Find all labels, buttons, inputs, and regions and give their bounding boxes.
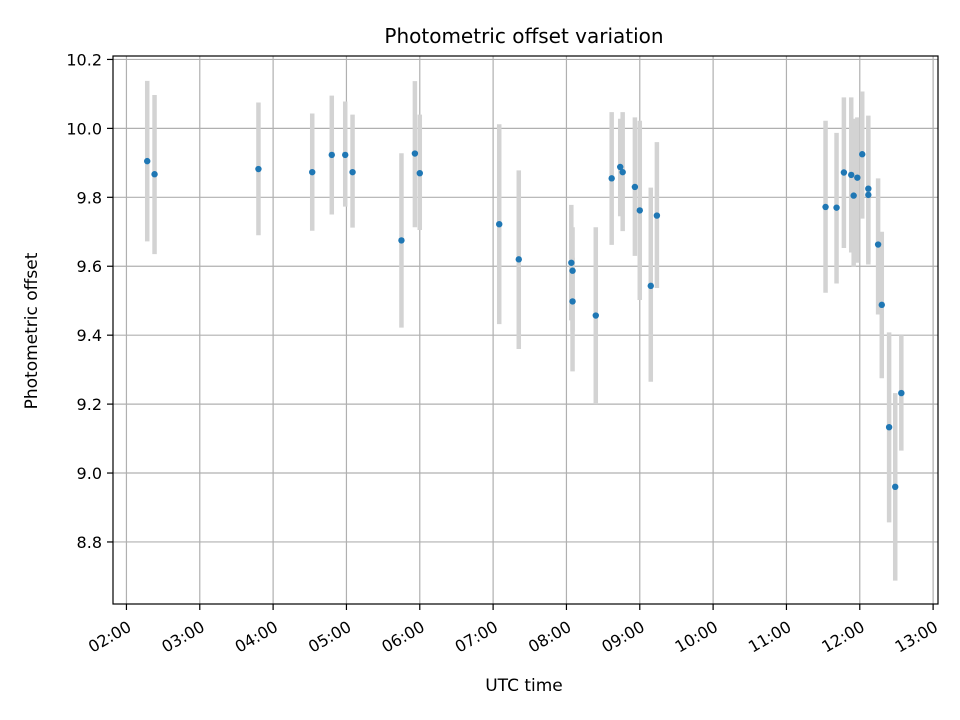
data-point (328, 151, 335, 159)
data-point (569, 267, 576, 274)
data-point (874, 241, 882, 248)
data-point (865, 191, 872, 199)
data-point (592, 312, 599, 319)
grid (113, 56, 938, 604)
data-point (617, 163, 624, 171)
data-point (840, 169, 848, 176)
data-point (898, 389, 905, 397)
data-point (411, 150, 419, 157)
data-point (151, 171, 158, 178)
data-point (833, 204, 840, 211)
data-points (144, 150, 905, 491)
data-point (144, 157, 151, 165)
data-point (416, 169, 423, 177)
y-tick-label: 10.0 (66, 119, 102, 138)
data-point (515, 256, 522, 263)
data-point (309, 168, 316, 176)
data-point (848, 171, 855, 179)
data-point (854, 174, 861, 181)
y-tick-label: 10.2 (66, 50, 102, 69)
data-point (398, 237, 405, 244)
data-point (619, 168, 626, 176)
data-point (892, 483, 899, 491)
data-point (850, 192, 857, 199)
plot-area-frame (112, 55, 939, 605)
data-point (496, 220, 503, 228)
data-point (822, 203, 829, 211)
data-point (569, 298, 576, 305)
y-tick-label: 9.4 (77, 326, 102, 345)
data-point (568, 259, 575, 266)
data-point (647, 282, 654, 290)
y-tick-label: 9.2 (77, 395, 102, 414)
y-tick-label: 8.8 (77, 533, 102, 552)
data-point (349, 168, 356, 176)
data-point (859, 151, 866, 158)
data-point (653, 212, 661, 219)
x-axis-label: UTC time (485, 676, 563, 696)
chart-title: Photometric offset variation (384, 24, 663, 48)
y-tick-label: 9.0 (77, 464, 102, 483)
y-axis-label: Photometric offset (22, 252, 42, 409)
data-point (878, 301, 885, 309)
data-point (255, 165, 262, 173)
y-tick-label: 9.6 (77, 257, 102, 276)
data-point (631, 183, 639, 191)
data-point (608, 175, 615, 182)
data-point (636, 207, 643, 214)
y-axis-ticks: 8.8 9.0 9.2 9.4 9.6 9.8 10.0 10.2 (66, 50, 113, 552)
y-tick-label: 9.8 (77, 188, 102, 207)
data-point (342, 151, 349, 159)
data-point (885, 423, 893, 431)
data-point (865, 185, 872, 192)
